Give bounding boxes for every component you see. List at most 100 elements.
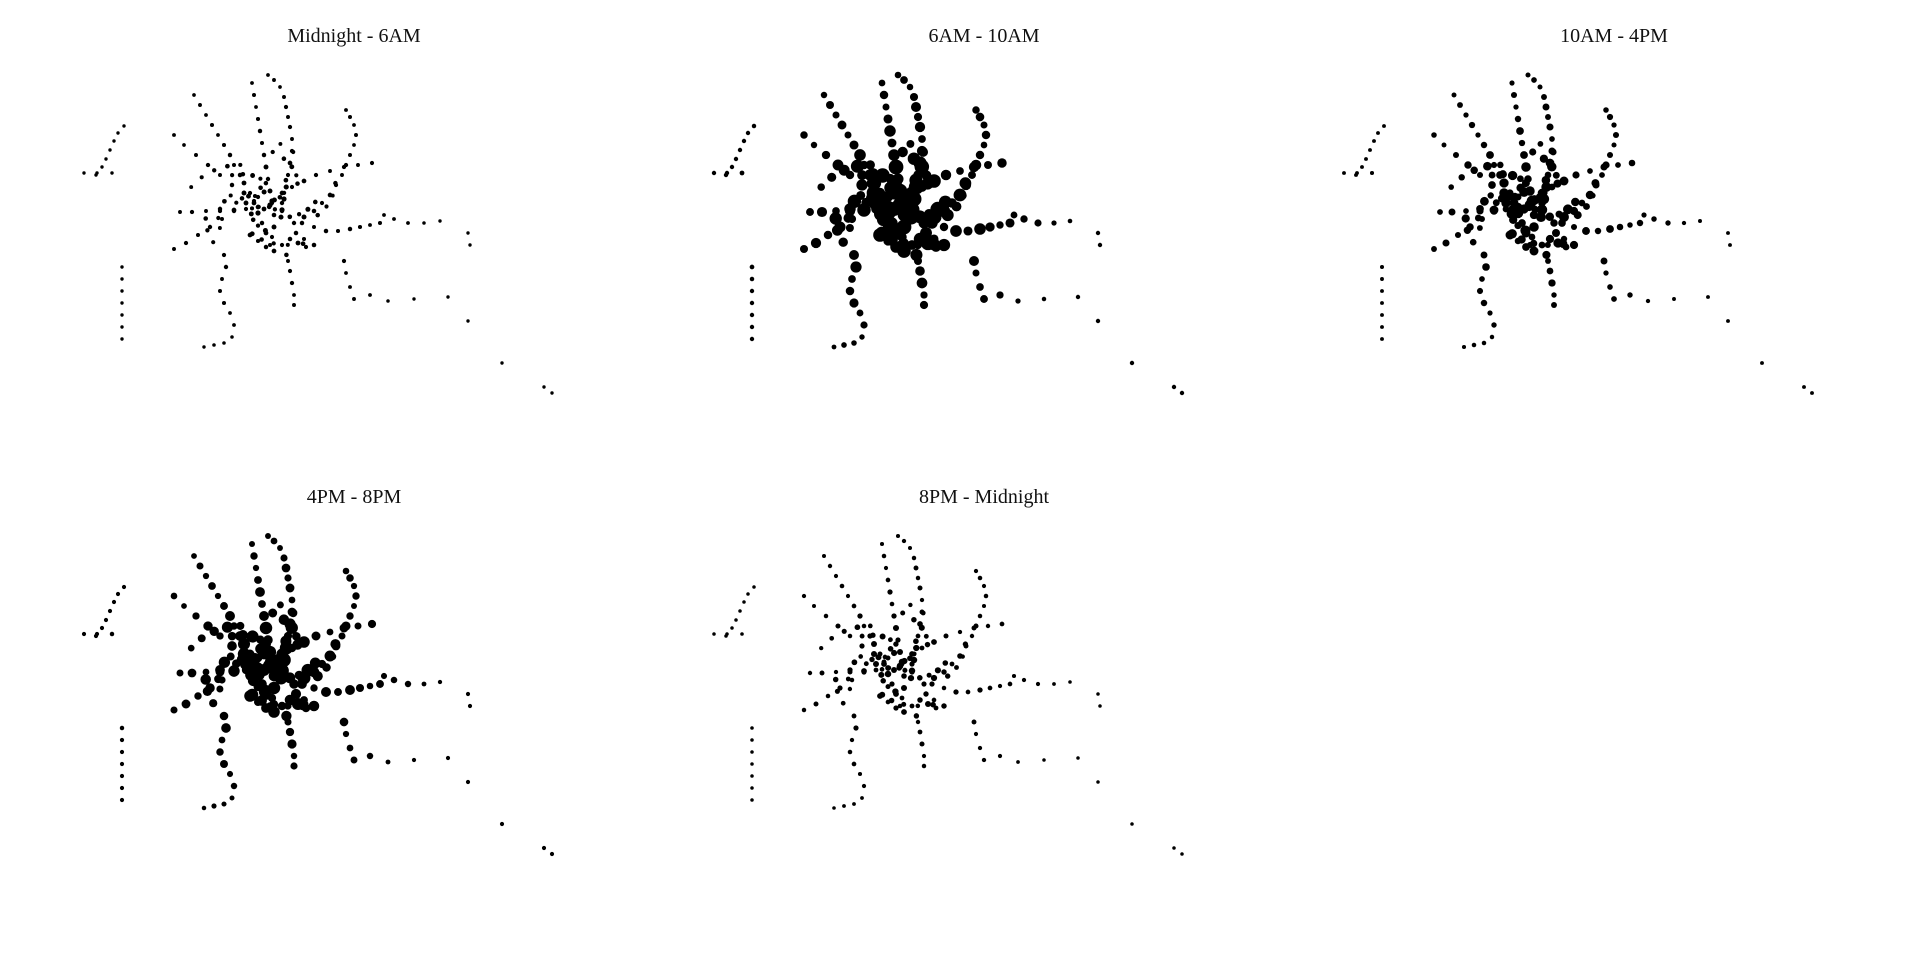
station-dot	[1528, 233, 1536, 241]
station-dot	[263, 244, 269, 250]
station-dot	[911, 555, 917, 561]
station-dot	[1537, 84, 1543, 90]
station-dot	[825, 100, 835, 110]
station-dot	[204, 209, 208, 213]
station-dot	[352, 297, 356, 301]
station-dot	[275, 663, 289, 678]
station-dot	[279, 207, 285, 213]
station-dot	[1448, 208, 1456, 216]
station-dot	[889, 601, 895, 607]
station-dot	[258, 684, 273, 699]
station-dot	[1510, 91, 1518, 99]
station-dot	[109, 631, 115, 637]
station-dot	[1172, 846, 1176, 850]
station-dot	[1497, 194, 1507, 203]
station-dot	[197, 634, 206, 643]
station-dot	[910, 101, 922, 113]
station-dot	[310, 684, 318, 692]
station-dot	[879, 667, 885, 672]
station-dot	[852, 802, 856, 806]
station-dot	[901, 657, 908, 665]
station-dot	[281, 563, 291, 573]
station-dot	[892, 624, 900, 632]
station-dot	[971, 719, 977, 725]
station-dot	[1603, 270, 1609, 276]
station-dot	[1483, 161, 1492, 171]
station-dot	[277, 545, 283, 551]
station-dot	[980, 295, 988, 303]
station-dot	[196, 562, 204, 570]
station-dot	[272, 78, 276, 82]
station-dot	[249, 231, 255, 237]
station-dot	[220, 217, 224, 221]
station-dot	[261, 189, 267, 195]
station-dot	[541, 845, 547, 851]
station-dot	[746, 592, 750, 596]
station-dot	[907, 655, 913, 662]
station-dot	[857, 613, 863, 619]
station-dot	[334, 688, 342, 696]
station-dot	[1042, 758, 1046, 762]
station-dot	[909, 661, 915, 667]
station-dot	[980, 141, 988, 149]
station-dot	[938, 195, 952, 209]
station-dot	[281, 190, 287, 196]
station-dot	[1529, 222, 1539, 232]
station-dot	[1476, 225, 1483, 231]
station-dot	[866, 168, 879, 181]
station-dot	[1600, 163, 1608, 171]
station-dot	[110, 171, 114, 175]
station-dot	[255, 116, 261, 122]
station-dot	[301, 663, 315, 677]
station-dot	[258, 600, 266, 608]
station-dot	[917, 585, 923, 591]
station-dot	[1591, 179, 1600, 188]
station-dot	[960, 654, 965, 659]
station-dot	[261, 206, 267, 212]
station-dot	[963, 226, 973, 236]
station-dot	[326, 628, 334, 636]
station-dot	[1606, 113, 1614, 121]
station-dot	[851, 340, 857, 346]
station-dot	[250, 217, 256, 223]
station-dot	[962, 641, 969, 647]
station-dot	[1448, 184, 1454, 190]
station-dot	[931, 639, 937, 645]
station-dot	[1665, 220, 1671, 226]
station-dot	[323, 228, 329, 234]
station-dot	[276, 601, 284, 609]
station-dot	[181, 603, 187, 609]
station-dot	[1573, 211, 1582, 220]
station-dot	[1354, 173, 1358, 177]
station-dot	[861, 669, 867, 675]
station-dot	[1491, 322, 1497, 328]
station-dot	[1454, 231, 1462, 239]
station-dot	[201, 805, 207, 811]
station-dot	[295, 240, 301, 246]
station-dot	[1480, 196, 1489, 206]
station-dot	[238, 162, 243, 167]
station-dot	[887, 138, 897, 148]
station-dot	[1547, 162, 1557, 172]
station-dot	[806, 208, 814, 216]
station-dot	[308, 700, 320, 712]
station-dot	[1530, 239, 1538, 248]
station-dot	[255, 223, 261, 228]
station-dot	[296, 212, 302, 217]
station-dot	[121, 584, 127, 590]
station-dot	[918, 624, 925, 631]
station-dot	[1628, 159, 1636, 167]
station-dot	[851, 713, 857, 719]
station-dot	[280, 554, 288, 562]
station-dot	[849, 737, 855, 743]
panel-title-2: 6AM - 10AM	[928, 25, 1040, 47]
station-dot	[821, 150, 831, 160]
station-dot	[227, 152, 233, 158]
station-dot	[1431, 132, 1437, 138]
station-dot	[1068, 680, 1072, 684]
station-dot	[319, 200, 325, 206]
station-dot	[1672, 297, 1676, 301]
station-dot	[248, 211, 254, 217]
station-dot	[1583, 203, 1590, 210]
station-dot	[194, 692, 202, 700]
